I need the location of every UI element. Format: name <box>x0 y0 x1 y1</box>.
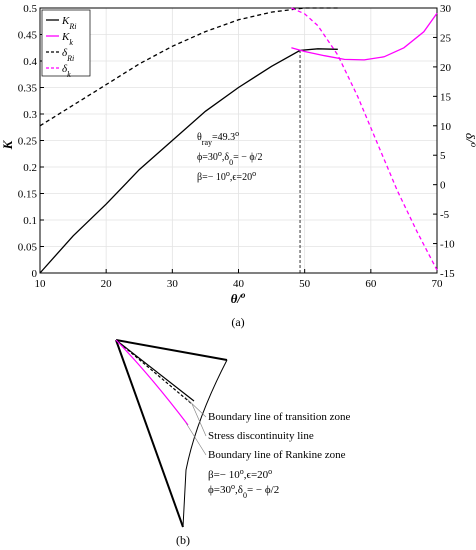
y2-tick-label: 0 <box>440 180 446 192</box>
y2-tick-label: -10 <box>440 239 455 251</box>
text-part: Ri <box>66 54 74 63</box>
diagram-label: Boundary line of transition zone <box>208 411 350 423</box>
diagram-label: Stress discontinuity line <box>208 430 314 442</box>
rankine-line <box>115 339 189 426</box>
text-part: ,δ <box>222 152 230 163</box>
diagram-label: Boundary line of Rankine zone <box>208 449 346 461</box>
text-part: θ/ <box>231 291 243 306</box>
diagram-param: β=− 10o,ϵ=20o <box>208 467 272 482</box>
text-part: K <box>61 31 70 43</box>
legend-entry: δk <box>62 63 71 79</box>
y2-tick-label: -15 <box>440 268 455 280</box>
y-tick-label: 0.2 <box>23 162 37 174</box>
legend-entry: Kk <box>61 31 73 47</box>
y-tick-label: 0.45 <box>18 30 38 42</box>
text-part: o <box>268 467 272 476</box>
text-part: ϕ=30 <box>208 484 231 496</box>
y2-axis-label: δ/o <box>463 133 476 148</box>
panel-label: (a) <box>231 315 244 329</box>
y2-tick-label: 15 <box>440 91 452 103</box>
y-tick-label: 0 <box>32 268 38 280</box>
text-part: θ <box>197 132 202 143</box>
text-part: o <box>240 467 244 476</box>
text-part: ϕ=30 <box>197 152 218 163</box>
text-part: o <box>226 169 230 178</box>
text-part: = − ϕ/2 <box>247 484 279 496</box>
y-tick-label: 0.1 <box>23 215 37 227</box>
plot-frame <box>39 7 438 274</box>
text-part: o <box>235 129 239 138</box>
diagram <box>115 339 228 528</box>
y-tick-label: 0.25 <box>18 136 38 148</box>
text-part: β=− 10 <box>197 172 226 183</box>
text-part: o <box>469 143 476 148</box>
text-part: k <box>69 38 73 47</box>
text-part: 0 <box>229 158 233 167</box>
annotation: ϕ=30o,δ0= − ϕ/2 <box>197 149 262 167</box>
y-tick-label: 0.3 <box>23 109 37 121</box>
y2-tick-label: 10 <box>440 121 452 133</box>
x-tick-label: 60 <box>365 278 377 290</box>
x-tick-label: 10 <box>35 278 47 290</box>
discontinuity-line <box>115 339 193 405</box>
text-part: = − ϕ/2 <box>233 152 262 163</box>
y-tick-label: 0.5 <box>23 3 37 15</box>
text-part: β=− 10 <box>208 469 240 481</box>
text-part: ,ϵ=20 <box>230 172 252 183</box>
series-line <box>291 7 438 271</box>
legend-entry: δRi <box>62 47 74 63</box>
text-part: ,ϵ=20 <box>244 469 269 481</box>
text-part: δ <box>62 63 68 75</box>
text-part: o <box>252 169 256 178</box>
text-part: ,δ <box>235 484 243 496</box>
text-part: K <box>61 15 70 27</box>
text-part: o <box>241 290 246 300</box>
series-line <box>291 12 438 61</box>
text-part: =49.3 <box>212 132 235 143</box>
series-line <box>39 7 338 127</box>
x-axis-label: θ/o <box>231 290 246 306</box>
legend-entry: KRi <box>61 15 76 31</box>
x-tick-label: 40 <box>233 278 245 290</box>
diagram-param: ϕ=30o,δ0= − ϕ/2 <box>208 482 279 500</box>
x-tick-label: 20 <box>101 278 113 290</box>
y-tick-label: 0.05 <box>18 242 38 254</box>
x-tick-label: 70 <box>432 278 444 290</box>
text-part: o <box>231 482 235 491</box>
text-part: Ri <box>68 22 76 31</box>
wedge-boundary <box>182 359 228 528</box>
y2-tick-label: 25 <box>440 32 452 44</box>
text-part: o <box>218 149 222 158</box>
wedge-wall <box>115 339 184 528</box>
series-line <box>39 48 338 274</box>
annotation: β=− 10o,ϵ=20o <box>197 169 256 184</box>
leader <box>191 403 207 437</box>
y-tick-label: 0.35 <box>18 83 38 95</box>
y2-tick-label: 5 <box>440 150 446 162</box>
text-part: δ/ <box>463 133 476 144</box>
x-tick-label: 30 <box>167 278 179 290</box>
leader <box>185 422 207 456</box>
annotation: θray=49.3o <box>197 129 239 147</box>
y-tick-label: 0.4 <box>23 56 37 68</box>
text-part: δ <box>62 47 68 59</box>
panel-label: (b) <box>176 533 190 547</box>
text-part: k <box>67 70 71 79</box>
y2-tick-label: -5 <box>440 209 450 221</box>
legend-box <box>41 9 91 77</box>
y-tick-label: 0.15 <box>18 189 38 201</box>
wedge-top <box>115 339 228 361</box>
leader <box>184 396 207 418</box>
x-tick-label: 50 <box>299 278 311 290</box>
text-part: ray <box>202 138 212 147</box>
y2-tick-label: 30 <box>440 3 452 15</box>
text-part: 0 <box>243 491 247 500</box>
y2-tick-label: 20 <box>440 62 452 74</box>
y-axis-label: K <box>0 139 15 150</box>
